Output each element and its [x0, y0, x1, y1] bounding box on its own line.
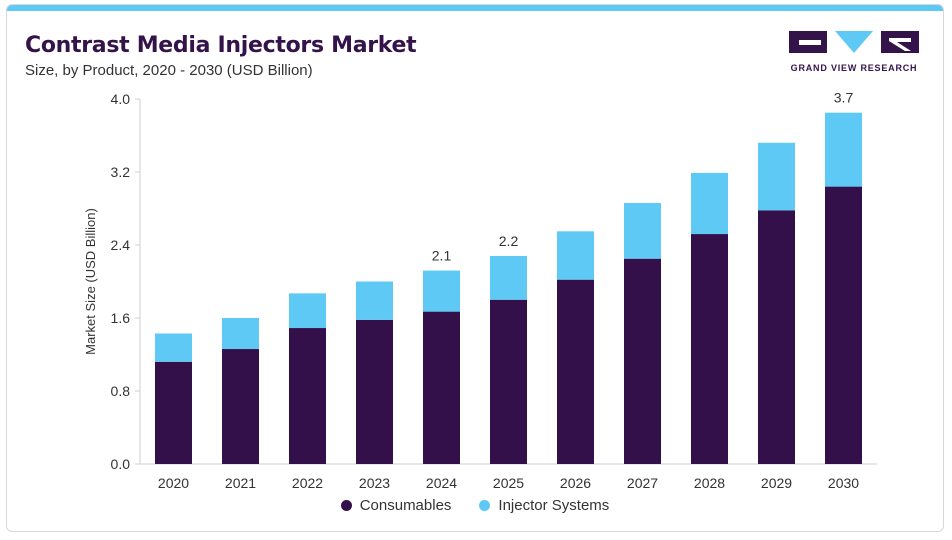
- x-tick-label: 2023: [359, 475, 390, 491]
- bar-injector-systems-2022: [289, 293, 326, 329]
- bar-injector-systems-2026: [557, 231, 594, 280]
- y-tick-label: 3.2: [111, 164, 131, 180]
- y-tick-label: 0.8: [111, 383, 131, 399]
- bar-consumables-2029: [758, 210, 795, 464]
- chart-legend: Consumables Injector Systems: [7, 497, 943, 514]
- data-label-2025: 2.2: [499, 233, 519, 249]
- x-tick-label: 2030: [828, 475, 859, 491]
- x-tick-label: 2025: [493, 475, 524, 491]
- x-tick-label: 2029: [761, 475, 792, 491]
- x-tick-label: 2028: [694, 475, 725, 491]
- logo-mark-icon: [789, 31, 919, 53]
- bar-consumables-2022: [289, 328, 326, 464]
- accent-bar: [7, 5, 943, 11]
- x-tick-label: 2022: [292, 475, 323, 491]
- legend-item-consumables: Consumables: [340, 497, 452, 514]
- bar-injector-systems-2030: [825, 112, 862, 187]
- y-tick-label: 4.0: [111, 91, 131, 107]
- x-tick-label: 2026: [560, 475, 591, 491]
- bar-injector-systems-2023: [356, 281, 393, 320]
- chart-card: Contrast Media Injectors Market Size, by…: [6, 4, 944, 532]
- x-tick-label: 2027: [627, 475, 658, 491]
- chart-subtitle: Size, by Product, 2020 - 2030 (USD Billi…: [25, 62, 313, 79]
- y-tick-label: 1.6: [111, 310, 131, 326]
- bar-injector-systems-2027: [624, 203, 661, 259]
- x-tick-label: 2020: [158, 475, 189, 491]
- bar-consumables-2021: [222, 349, 259, 464]
- bar-injector-systems-2020: [155, 333, 192, 362]
- logo-wordmark: GRAND VIEW RESEARCH: [790, 63, 918, 73]
- y-tick-label: 2.4: [111, 237, 131, 253]
- legend-swatch-injector-systems: [479, 500, 491, 511]
- bar-injector-systems-2024: [423, 270, 460, 312]
- data-label-2024: 2.1: [432, 248, 452, 264]
- x-tick-label: 2024: [426, 475, 457, 491]
- legend-label-consumables: Consumables: [359, 497, 452, 514]
- bar-consumables-2023: [356, 319, 393, 464]
- y-axis-label: Market Size (USD Billion): [83, 208, 98, 355]
- bar-injector-systems-2025: [490, 255, 527, 300]
- legend-label-injector-systems: Injector Systems: [498, 497, 610, 514]
- bar-consumables-2028: [691, 234, 728, 464]
- chart-title: Contrast Media Injectors Market: [25, 33, 417, 58]
- bar-consumables-2020: [155, 361, 192, 464]
- bar-injector-systems-2021: [222, 318, 259, 350]
- stacked-bar-chart: 0.0 0.8 1.6 2.4 3.2 4.0 Market Size (USD Billi…: [83, 90, 877, 491]
- bar-consumables-2024: [423, 311, 460, 464]
- y-tick-label: 0.0: [111, 456, 131, 472]
- legend-item-injector-systems: Injector Systems: [479, 497, 609, 514]
- bar-injector-systems-2029: [758, 142, 795, 211]
- grand-view-research-logo: GRAND VIEW RESEARCH: [789, 31, 919, 77]
- bar-consumables-2025: [490, 299, 527, 464]
- x-tick-label: 2021: [225, 475, 256, 491]
- legend-swatch-consumables: [340, 500, 352, 511]
- bar-consumables-2027: [624, 258, 661, 464]
- data-label-2030: 3.7: [834, 90, 854, 106]
- bar-consumables-2026: [557, 279, 594, 464]
- bar-injector-systems-2028: [691, 172, 728, 235]
- bar-consumables-2030: [825, 186, 862, 464]
